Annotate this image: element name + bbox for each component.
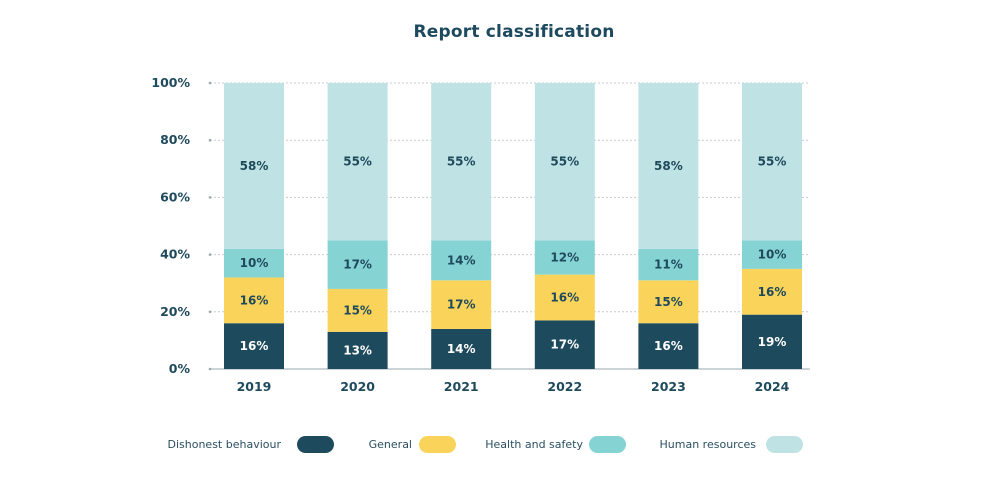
bar-segment [638, 248, 699, 281]
data-label: 11% [654, 258, 683, 272]
y-tick-label: 20% [160, 304, 190, 319]
y-tick-label: 0% [169, 361, 191, 376]
x-axis-ticks: 2019 2020 2021 2022 2023 2024 [237, 379, 790, 394]
x-tick-label: 2022 [547, 379, 582, 394]
data-label: 55% [447, 155, 476, 169]
bar-segment [327, 83, 388, 241]
data-label: 10% [240, 256, 269, 270]
y-tick-mark [208, 367, 212, 371]
data-label: 10% [758, 248, 787, 262]
bar-segment [638, 83, 699, 249]
bars: 16% 16% 10% 58% 13% 15% 17% 55% 14% 17% 14% 55% 17% 1… [224, 83, 802, 369]
data-label: 17% [550, 338, 579, 352]
bar-segment [224, 83, 284, 249]
bar-segment [742, 268, 802, 315]
y-tick-mark [208, 138, 212, 142]
data-label: 16% [654, 339, 683, 353]
legend-label: Dishonest behaviour [168, 438, 282, 451]
x-tick-label: 2020 [340, 379, 375, 394]
bar-segment [742, 83, 802, 241]
legend-swatch [297, 436, 334, 453]
legend-label: General [369, 438, 412, 451]
data-label: 55% [550, 155, 579, 169]
legend-swatch [589, 436, 626, 453]
y-tick-label: 80% [160, 132, 190, 147]
x-tick-label: 2021 [444, 379, 479, 394]
legend-item: Human resources [660, 436, 803, 453]
data-label: 15% [343, 303, 372, 317]
legend-swatch [766, 436, 803, 453]
bar-segment [742, 240, 802, 269]
bar-segment [327, 288, 388, 332]
data-label: 16% [550, 291, 579, 305]
y-tick-mark [208, 196, 212, 199]
legend-label: Health and safety [485, 438, 583, 451]
bar-segment [224, 323, 284, 369]
bar-segment [327, 331, 388, 369]
x-tick-label: 2019 [237, 379, 272, 394]
legend: Dishonest behaviour General Health and saf… [168, 436, 803, 453]
bar-segment [534, 240, 595, 275]
y-tick-label: 60% [160, 189, 190, 204]
y-tick-label: 40% [160, 247, 190, 262]
y-axis-ticks: 0% 20% 40% 60% 80% 100% [151, 75, 190, 376]
bar-segment [224, 248, 284, 278]
x-tick-label: 2024 [755, 379, 790, 394]
y-tick-label: 100% [151, 75, 190, 90]
bar-segment [431, 83, 492, 241]
legend-swatch [419, 436, 456, 453]
legend-item: Health and safety [485, 436, 626, 453]
bar-segment [638, 280, 699, 324]
data-label: 55% [343, 155, 372, 169]
bar-segment [431, 328, 492, 369]
data-label: 13% [343, 343, 372, 357]
data-label: 16% [240, 293, 269, 307]
bar-segment [534, 274, 595, 321]
legend-item: Dishonest behaviour [168, 436, 334, 453]
bar-segment [638, 323, 699, 369]
bar-segment [431, 280, 492, 329]
bar-segment [327, 240, 388, 289]
data-label: 16% [240, 339, 269, 353]
chart-title: Report classification [413, 22, 615, 42]
bar-segment [742, 314, 802, 369]
bar-segment [534, 83, 595, 241]
x-tick-label: 2023 [651, 379, 686, 394]
data-label: 15% [654, 295, 683, 309]
data-label: 58% [654, 159, 683, 173]
bar-segment [534, 320, 595, 369]
y-tick-mark [208, 81, 212, 85]
data-label: 17% [343, 258, 372, 272]
data-label: 19% [758, 335, 787, 349]
legend-label: Human resources [660, 438, 757, 451]
data-label: 16% [758, 285, 787, 299]
bar-segment [431, 240, 492, 281]
legend-item: General [369, 436, 456, 453]
data-label: 12% [550, 250, 579, 264]
gridlines [208, 81, 810, 371]
y-tick-mark [208, 253, 212, 256]
y-tick-mark [208, 310, 212, 314]
bar-segment [224, 277, 284, 324]
data-label: 14% [447, 342, 476, 356]
data-label: 17% [447, 298, 476, 312]
data-label: 14% [447, 253, 476, 267]
data-label: 58% [240, 159, 269, 173]
data-label: 55% [758, 155, 787, 169]
